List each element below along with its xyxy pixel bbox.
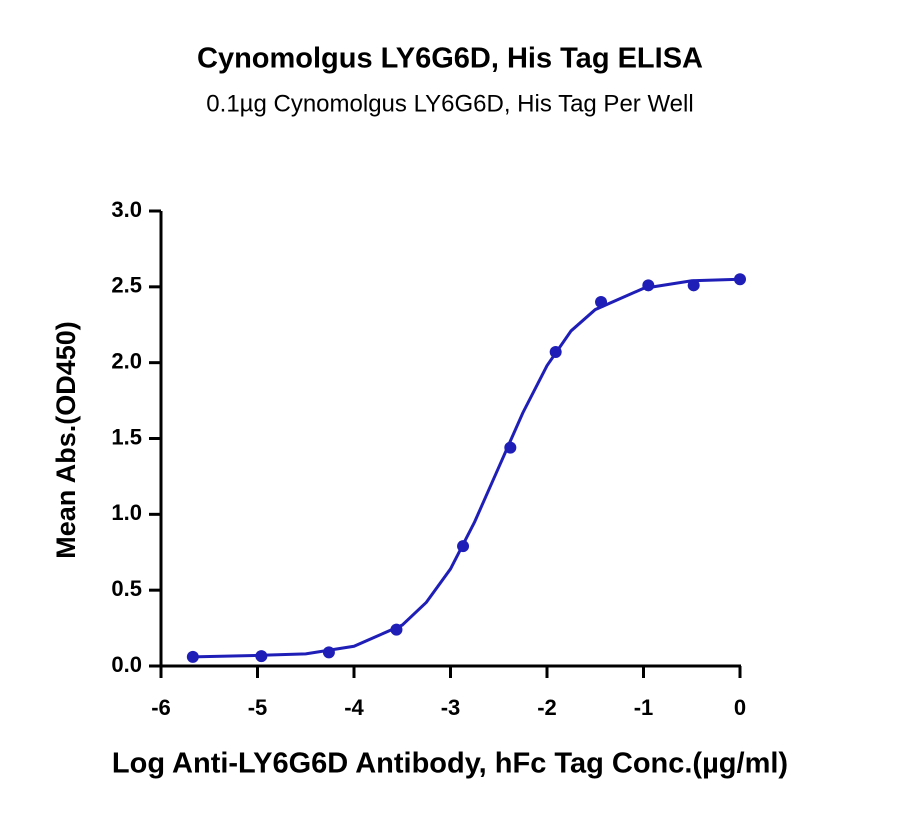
x-tick-label: -6 (151, 695, 171, 720)
y-tick-label: 1.5 (111, 424, 142, 449)
x-tick-label: -2 (537, 695, 557, 720)
data-point (687, 279, 700, 292)
y-tick-label: 2.5 (111, 273, 142, 298)
fit-curve (192, 277, 741, 659)
chart-subtitle: 0.1µg Cynomolgus LY6G6D, His Tag Per Wel… (206, 90, 693, 117)
y-tick-label: 2.0 (111, 348, 142, 373)
data-point (595, 296, 608, 308)
data-point (734, 273, 746, 286)
data-point (457, 540, 470, 553)
x-tick-label: 0 (734, 695, 746, 720)
x-tick-label: -1 (634, 695, 654, 720)
data-point (390, 623, 403, 636)
data-point (642, 279, 655, 292)
x-axis-label: Log Anti-LY6G6D Antibody, hFc Tag Conc.(… (112, 748, 788, 780)
y-tick-label: 1.0 (111, 500, 142, 525)
data-point (504, 441, 517, 454)
data-point (322, 646, 335, 659)
data-point (255, 650, 268, 663)
y-axis-label: Mean Abs.(OD450) (51, 321, 81, 559)
data-point (186, 650, 199, 663)
x-tick-label: -3 (441, 695, 461, 720)
data-point (549, 346, 562, 359)
y-tick-label: 0.0 (111, 652, 142, 677)
chart-title: Cynomolgus LY6G6D, His Tag ELISA (197, 43, 703, 75)
y-tick-label: 0.5 (111, 576, 142, 601)
y-tick-label: 3.0 (111, 197, 142, 222)
x-tick-label: -4 (344, 695, 364, 720)
x-tick-label: -5 (248, 695, 268, 720)
